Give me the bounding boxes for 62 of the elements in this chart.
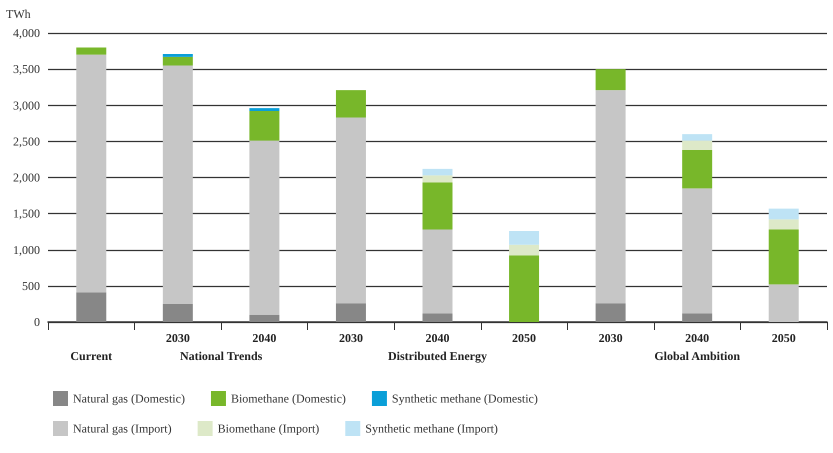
bar bbox=[682, 140, 712, 150]
x-tick-label: 2040 bbox=[252, 331, 276, 345]
bar bbox=[422, 168, 452, 176]
bar bbox=[336, 303, 366, 322]
x-tick-label: 2040 bbox=[685, 331, 710, 345]
legend-label: Synthetic methane (Import) bbox=[365, 422, 498, 436]
bar bbox=[422, 175, 452, 183]
bar bbox=[509, 244, 540, 256]
bar bbox=[682, 188, 712, 314]
bar bbox=[336, 118, 366, 304]
bar bbox=[509, 230, 540, 245]
x-tick-label: 2030 bbox=[338, 331, 363, 345]
bar bbox=[249, 111, 280, 141]
bar bbox=[682, 134, 712, 141]
bar bbox=[249, 108, 280, 112]
text: National Trends bbox=[180, 349, 263, 363]
bar bbox=[596, 303, 626, 322]
x-tick-label: 2050 bbox=[512, 331, 536, 345]
y-tick-label: 2,500 bbox=[13, 134, 40, 148]
legend-label: Natural gas (Domestic) bbox=[73, 392, 185, 406]
bar bbox=[162, 66, 193, 304]
bar bbox=[509, 256, 540, 322]
bar bbox=[768, 219, 799, 230]
y-tick-label: 1,500 bbox=[13, 206, 40, 221]
text: Distributed Energy bbox=[388, 349, 487, 363]
bar bbox=[768, 208, 799, 220]
legend-label: Synthetic methane (Domestic) bbox=[392, 392, 538, 406]
bar bbox=[76, 54, 106, 292]
bar bbox=[162, 56, 193, 66]
bar bbox=[249, 140, 280, 315]
bar bbox=[76, 47, 106, 55]
text: Current bbox=[70, 349, 112, 363]
y-tick-label: 3,000 bbox=[13, 98, 40, 112]
bar bbox=[596, 90, 626, 304]
bar bbox=[768, 284, 799, 322]
y-tick-label: 0 bbox=[34, 315, 40, 329]
bar bbox=[162, 54, 193, 57]
y-tick-label: 4,000 bbox=[13, 26, 40, 40]
x-tick-label: 2040 bbox=[426, 331, 450, 345]
bar bbox=[422, 230, 452, 314]
bar bbox=[249, 314, 280, 322]
bar bbox=[596, 69, 626, 90]
legend-label: Natural gas (Import) bbox=[73, 422, 172, 436]
legend-label: Biomethane (Domestic) bbox=[230, 392, 346, 406]
bar bbox=[422, 313, 452, 322]
x-tick-label: 2030 bbox=[598, 331, 623, 345]
y-axis-title: TWh bbox=[6, 7, 31, 21]
y-tick-label: 2,000 bbox=[13, 170, 40, 184]
x-tick-label: 2050 bbox=[772, 331, 796, 345]
bar bbox=[682, 313, 712, 322]
y-tick-label: 500 bbox=[22, 278, 40, 293]
bar bbox=[422, 182, 452, 230]
text: Global Ambition bbox=[654, 349, 740, 363]
legend-label: Biomethane (Import) bbox=[218, 422, 320, 436]
bar bbox=[76, 292, 106, 322]
x-tick-label: 2030 bbox=[166, 331, 190, 345]
bar bbox=[682, 150, 712, 188]
y-tick-label: 3,500 bbox=[13, 62, 40, 76]
bar bbox=[336, 90, 366, 118]
y-tick-label: 1,000 bbox=[13, 242, 40, 257]
bar bbox=[162, 304, 193, 322]
bar bbox=[768, 230, 799, 284]
